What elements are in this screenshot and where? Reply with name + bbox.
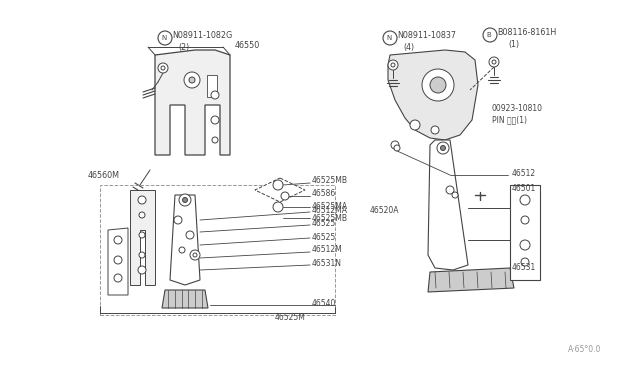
Text: 46512MA: 46512MA	[312, 205, 348, 215]
Circle shape	[440, 145, 445, 151]
Text: N: N	[387, 35, 392, 41]
Circle shape	[179, 247, 185, 253]
Text: 46525: 46525	[312, 232, 336, 241]
Circle shape	[410, 120, 420, 130]
Circle shape	[193, 253, 197, 257]
Bar	[207, 75, 217, 97]
Circle shape	[383, 31, 397, 45]
Text: N08911-1082G: N08911-1082G	[172, 31, 232, 39]
Text: (2): (2)	[178, 42, 189, 51]
Circle shape	[158, 31, 172, 45]
Circle shape	[212, 137, 218, 143]
Text: 46512: 46512	[512, 169, 536, 177]
Bar	[100, 185, 335, 315]
Circle shape	[391, 63, 395, 67]
Text: 46525MB: 46525MB	[312, 176, 348, 185]
Text: 46560M: 46560M	[88, 170, 120, 180]
Text: 46525MB: 46525MB	[312, 214, 348, 222]
Polygon shape	[130, 190, 155, 285]
Text: N08911-10837: N08911-10837	[397, 31, 456, 39]
Polygon shape	[170, 195, 200, 285]
Circle shape	[179, 194, 191, 206]
Circle shape	[394, 145, 400, 151]
Circle shape	[114, 236, 122, 244]
Circle shape	[138, 196, 146, 204]
Text: 46586: 46586	[312, 189, 336, 198]
Text: 46525MA: 46525MA	[312, 202, 348, 211]
Circle shape	[138, 266, 146, 274]
Polygon shape	[162, 290, 208, 308]
Polygon shape	[428, 268, 514, 292]
Text: (1): (1)	[508, 39, 519, 48]
Text: B: B	[486, 32, 492, 38]
Circle shape	[430, 77, 446, 93]
Text: 46525M: 46525M	[275, 314, 306, 323]
Circle shape	[182, 198, 188, 202]
Polygon shape	[108, 228, 128, 295]
Circle shape	[211, 116, 219, 124]
Text: 46520A: 46520A	[370, 205, 399, 215]
Text: B08116-8161H: B08116-8161H	[497, 28, 556, 36]
Circle shape	[114, 256, 122, 264]
Text: (4): (4)	[403, 42, 414, 51]
Polygon shape	[428, 140, 468, 270]
Circle shape	[161, 66, 165, 70]
Circle shape	[139, 212, 145, 218]
Text: N: N	[161, 35, 166, 41]
Circle shape	[431, 126, 439, 134]
Polygon shape	[388, 50, 478, 140]
Circle shape	[184, 72, 200, 88]
Text: 46525: 46525	[312, 218, 336, 228]
Text: 46531: 46531	[512, 263, 536, 273]
Circle shape	[446, 186, 454, 194]
Text: PIN ビン(1): PIN ビン(1)	[492, 115, 527, 125]
Circle shape	[388, 60, 398, 70]
Circle shape	[190, 250, 200, 260]
Circle shape	[520, 240, 530, 250]
Circle shape	[189, 77, 195, 83]
Circle shape	[186, 231, 194, 239]
Circle shape	[521, 216, 529, 224]
Circle shape	[452, 192, 458, 198]
Text: 00923-10810: 00923-10810	[492, 103, 543, 112]
Polygon shape	[255, 178, 305, 202]
Polygon shape	[155, 50, 230, 155]
Circle shape	[139, 232, 145, 238]
Circle shape	[422, 69, 454, 101]
Circle shape	[437, 142, 449, 154]
Text: 46501: 46501	[512, 183, 536, 192]
Circle shape	[483, 28, 497, 42]
Circle shape	[273, 180, 283, 190]
Circle shape	[281, 192, 289, 200]
Text: A·65°0.0: A·65°0.0	[568, 346, 602, 355]
Circle shape	[489, 57, 499, 67]
Circle shape	[391, 141, 399, 149]
Circle shape	[114, 274, 122, 282]
Text: 46531N: 46531N	[312, 260, 342, 269]
Circle shape	[492, 60, 496, 64]
Circle shape	[273, 202, 283, 212]
Text: 46512M: 46512M	[312, 246, 343, 254]
Text: 46550: 46550	[235, 41, 260, 49]
Circle shape	[211, 91, 219, 99]
Bar	[510, 185, 540, 280]
Circle shape	[520, 195, 530, 205]
Text: 46540: 46540	[312, 298, 337, 308]
Circle shape	[158, 63, 168, 73]
Circle shape	[139, 252, 145, 258]
Circle shape	[521, 258, 529, 266]
Circle shape	[174, 216, 182, 224]
